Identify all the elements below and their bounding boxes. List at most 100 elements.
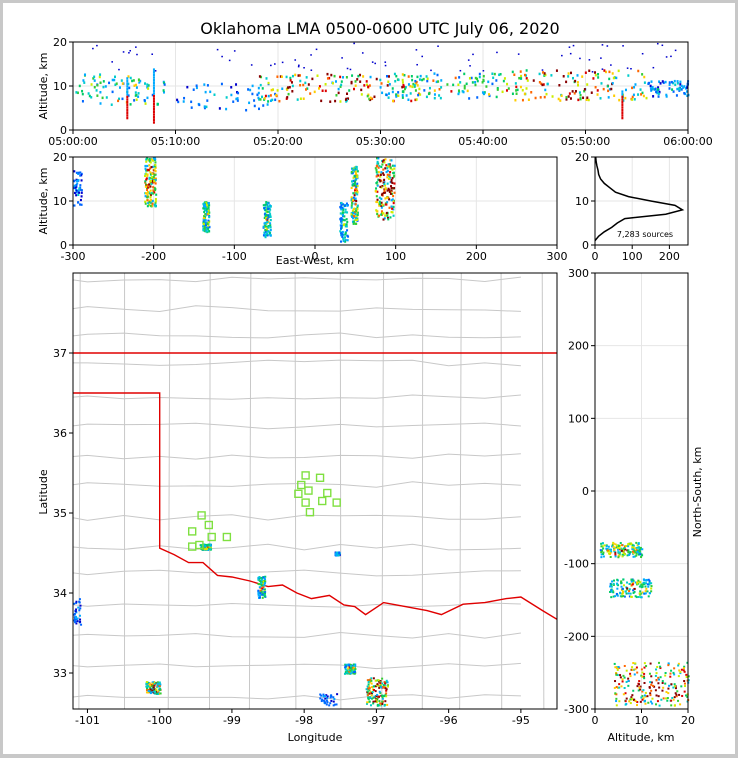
lma-station-marker (222, 532, 232, 542)
ew-source-point (80, 179, 83, 182)
ew-source-point (152, 172, 155, 175)
time-source-point (418, 87, 421, 91)
time-source-point (661, 44, 664, 47)
time-source-point (520, 74, 523, 78)
time-source-point (594, 73, 597, 77)
time-source-point (459, 81, 462, 84)
ew-source-point (207, 221, 210, 224)
map-source-point (333, 703, 336, 706)
time-source-point (253, 99, 256, 102)
time-source-point (401, 96, 404, 99)
ns-source-point (648, 579, 651, 582)
ew-source-point (205, 203, 208, 206)
time-source-point (115, 82, 118, 85)
ew-source-point (153, 174, 156, 177)
time-source-point (588, 69, 591, 72)
map-source-point (263, 595, 266, 598)
ew-source-point (390, 189, 393, 192)
ew-source-point (73, 170, 76, 173)
ew-source-point (267, 230, 270, 233)
ns-source-point (672, 686, 675, 689)
ew-source-point (392, 214, 395, 217)
ns-source-point (683, 685, 686, 688)
time-source-point (570, 71, 573, 75)
ns-source-point (632, 550, 635, 553)
ew-source-point (387, 163, 390, 166)
map-source-point (261, 580, 264, 583)
map-source-point (386, 684, 389, 687)
ew-source-point (387, 196, 390, 199)
ns-source-point (681, 694, 684, 697)
time-source-point (582, 96, 585, 100)
map-source-point (350, 669, 353, 672)
ns-source-point (632, 552, 635, 555)
ns-source-point (666, 697, 669, 700)
time-source-point (152, 102, 155, 106)
time-source-point (680, 88, 683, 91)
ns-source-point (608, 548, 611, 551)
ns-source-point (620, 582, 623, 585)
time-source-point (337, 91, 340, 95)
ew-source-point (380, 201, 383, 204)
ew-source-point (380, 213, 383, 216)
time-source-point (385, 93, 388, 97)
ew-source-point (390, 185, 393, 188)
ew-source-point (153, 203, 156, 206)
map-source-point (262, 590, 265, 593)
ns-source-point (644, 702, 647, 705)
time-source-point (525, 74, 528, 77)
time-source-point (269, 94, 272, 97)
time-source-point (363, 84, 366, 87)
ns-source-point (648, 582, 651, 585)
ew-source-point (375, 168, 378, 172)
ns-source-point (643, 677, 646, 680)
map-source-point (320, 700, 323, 703)
time-source-point (368, 84, 371, 87)
ns-source-point (622, 547, 625, 550)
time-source-point (313, 90, 316, 94)
map-source-point (257, 576, 260, 579)
ns-source-point (602, 555, 605, 558)
map-source-point (334, 553, 337, 556)
lma-station-marker (197, 511, 206, 520)
time-source-point (523, 92, 526, 96)
ns-source-point (649, 681, 652, 684)
ew-source-point (386, 176, 389, 179)
time-source-point (152, 115, 155, 119)
ew-source-point (355, 199, 358, 203)
time-source-point (362, 75, 365, 78)
time-source-point (118, 97, 121, 101)
ew-source-point (376, 162, 379, 165)
ew-source-point (268, 210, 271, 214)
time-source-point (360, 88, 363, 92)
time-source-point (339, 75, 342, 79)
time-source-point (621, 95, 624, 99)
time-source-point (294, 73, 297, 77)
ew-source-point (148, 164, 151, 167)
map-source-point (158, 683, 161, 686)
ew-source-point (380, 210, 383, 213)
time-source-point (458, 76, 461, 79)
ns-source-point (642, 675, 645, 678)
time-source-point (459, 69, 462, 72)
time-source-point (152, 73, 155, 77)
time-source-point (99, 73, 102, 76)
time-source-point (120, 79, 123, 82)
time-source-point (482, 70, 485, 72)
ns-source-point (636, 671, 639, 674)
time-source-point (236, 99, 239, 102)
ns-source-point (610, 548, 613, 551)
lma-station-marker (323, 488, 332, 498)
time-source-point (105, 96, 108, 99)
map-source-point (367, 697, 370, 700)
map-source-point (145, 689, 148, 692)
ew-source-point (207, 227, 210, 230)
time-source-point (349, 68, 352, 71)
time-source-point (190, 100, 193, 104)
ew-source-point (385, 213, 388, 216)
time-source-point (394, 79, 397, 83)
time-source-point (565, 80, 568, 84)
ew-source-point (203, 229, 206, 232)
lma-station-marker (318, 496, 327, 506)
time-source-point (127, 75, 130, 78)
